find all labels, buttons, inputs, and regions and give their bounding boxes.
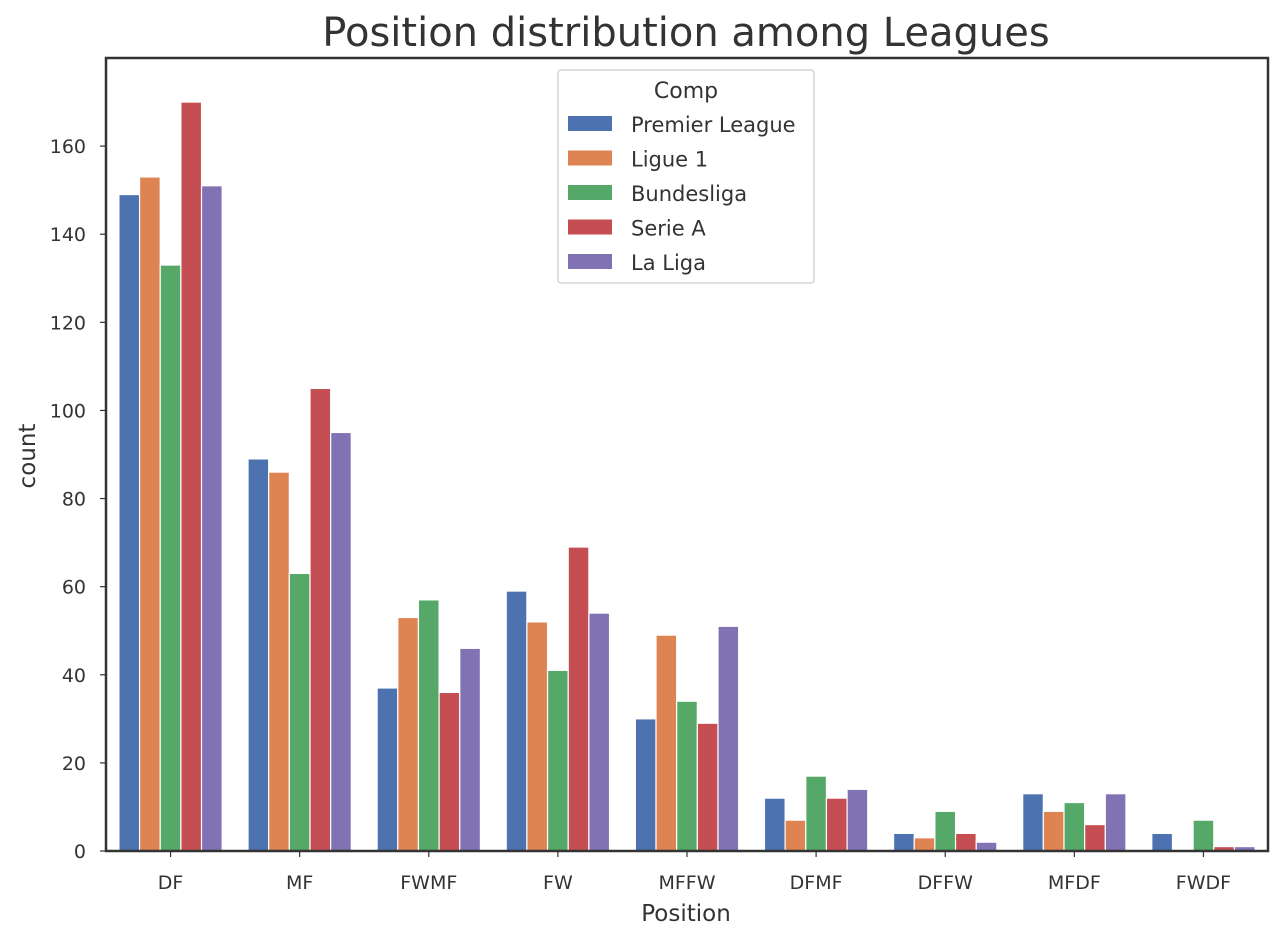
y-tick-label: 120 [50,312,86,334]
legend-swatch-serie-a [568,219,612,235]
x-tick-label-fwdf: FWDF [1176,872,1231,894]
bar-mffw-bundesliga [676,700,698,852]
bar-mfdf-la-liga [1104,793,1127,852]
bar-mfdf-bundesliga [1063,801,1086,852]
x-tick-label-fw: FW [543,872,573,894]
y-tick-label: 40 [62,665,86,687]
bar-fw-serie-a [567,546,590,852]
bar-df-premier-league [118,193,141,852]
y-tick-label: 60 [62,577,86,599]
bar-mfdf-ligue-1 [1042,810,1065,852]
bar-mfdf-premier-league [1022,793,1044,852]
bar-dffw-premier-league [892,832,915,852]
bar-mf-la-liga [330,431,352,852]
legend-frame [557,69,815,284]
bar-fwmf-la-liga [459,647,482,852]
y-axis-ticks: 0 20 40 60 80 100 120 140 160 [50,136,106,863]
x-tick-label-mffw: MFFW [658,872,715,894]
x-tick-label-dfmf: DFMF [790,872,843,894]
bar-mf-serie-a [309,387,332,852]
bar-df-ligue-1 [138,176,161,852]
bar-fwdf-bundesliga [1192,819,1215,852]
chart-title: Position distribution among Leagues [322,10,1049,56]
x-axis-label: Position [641,901,731,927]
x-axis-ticks: DF MF FWMF FW MFFW DFMF DFFW MFDF FWDF [158,851,1231,894]
bar-fw-ligue-1 [526,621,549,852]
bar-fw-premier-league [505,590,528,852]
bar-dfmf-bundesliga [805,775,828,852]
bar-fwmf-ligue-1 [397,616,420,852]
x-tick-label-fwmf: FWMF [400,872,457,894]
bar-dfmf-premier-league [763,797,786,852]
bar-dffw-la-liga [975,841,998,852]
bar-dfmf-serie-a [825,797,848,852]
legend-swatch-la-liga [568,254,612,269]
x-tick-label-mfdf: MFDF [1048,872,1101,894]
bar-mffw-premier-league [634,718,657,852]
y-tick-label: 100 [50,400,86,422]
bar-dffw-serie-a [954,832,977,852]
bar-df-serie-a [180,101,203,852]
bars-layer [118,101,1256,852]
bar-fwmf-bundesliga [417,599,440,852]
bar-dffw-bundesliga [934,810,957,852]
y-tick-label: 160 [50,136,86,158]
bar-mffw-la-liga [717,625,740,852]
bar-mffw-ligue-1 [655,634,678,852]
bar-dfmf-la-liga [846,788,869,852]
bar-fwmf-premier-league [376,687,399,852]
legend-swatch-bundesliga [568,185,612,200]
bar-df-bundesliga [159,264,182,852]
bar-fw-bundesliga [546,669,569,852]
x-tick-label-dffw: DFFW [918,872,973,894]
legend-label-ligue-1: Ligue 1 [631,148,708,172]
legend: Comp Premier League Ligue 1 Bundesliga Seri… [557,69,815,284]
bar-mfdf-serie-a [1084,823,1106,852]
bar-dfmf-ligue-1 [784,819,807,852]
bar-mffw-serie-a [696,722,719,852]
legend-label-serie-a: Serie A [631,217,706,241]
bar-mf-ligue-1 [268,471,290,852]
bar-dffw-ligue-1 [913,837,936,852]
bar-fw-la-liga [588,612,611,852]
legend-swatch-ligue-1 [568,150,612,166]
bar-df-la-liga [200,185,223,852]
legend-label-bundesliga: Bundesliga [631,182,747,206]
legend-title: Comp [654,79,718,104]
bar-mf-premier-league [247,458,270,852]
x-tick-label-df: DF [158,872,184,894]
legend-swatch-premier-league [568,116,612,131]
bar-mf-bundesliga [288,572,311,852]
y-tick-label: 80 [62,489,86,511]
y-tick-label: 0 [74,841,86,863]
legend-label-premier-league: Premier League [631,113,796,137]
bar-fwdf-premier-league [1151,832,1174,852]
y-axis-label: count [15,424,41,489]
y-tick-label: 140 [50,224,86,246]
legend-label-la-liga: La Liga [631,251,706,275]
bar-fwmf-serie-a [438,691,461,852]
x-tick-label-mf: MF [286,872,313,894]
y-tick-label: 20 [62,753,86,775]
